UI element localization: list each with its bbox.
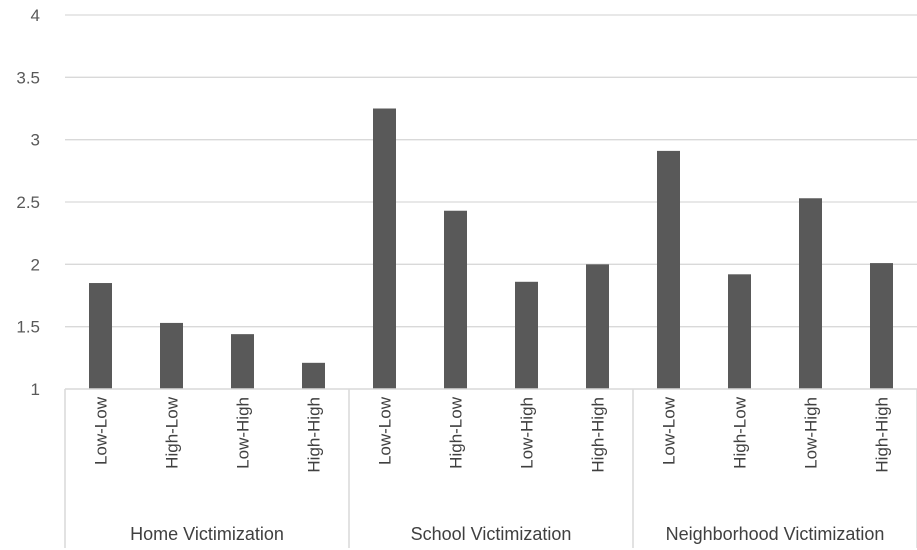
y-tick-label: 1.5: [16, 318, 40, 337]
x-category-label: Low-High: [802, 397, 821, 469]
y-tick-label: 1: [31, 380, 40, 399]
gridlines: [65, 14, 917, 328]
bar: [799, 198, 822, 389]
bar: [586, 264, 609, 389]
bar: [89, 283, 112, 389]
y-tick-label: 2.5: [16, 193, 40, 212]
bar: [373, 108, 396, 389]
y-tick-label: 3: [31, 131, 40, 150]
y-tick-label: 3.5: [16, 68, 40, 87]
x-category-label: High-High: [873, 397, 892, 473]
bar: [657, 150, 680, 389]
y-tick-label: 2: [31, 255, 40, 274]
y-axis: 1 1.5 2 2.5 3 3.5 4: [16, 6, 40, 399]
x-category-label: Low-Low: [376, 396, 395, 465]
bar: [444, 210, 467, 389]
x-category-label: High-Low: [731, 396, 750, 469]
x-axis: Low-Low High-Low Low-High High-High Home Vic…: [64, 388, 917, 548]
x-group-label: School Victimization: [411, 524, 572, 544]
x-category-label: High-High: [589, 397, 608, 473]
x-category-label: High-Low: [163, 396, 182, 469]
bar: [870, 263, 893, 389]
x-category-label: Low-High: [234, 397, 253, 469]
bar: [160, 322, 183, 389]
x-category-label: Low-Low: [660, 396, 679, 465]
bars: [89, 108, 893, 389]
bar: [231, 334, 254, 389]
x-category-label: High-High: [305, 397, 324, 473]
bar: [728, 274, 751, 389]
x-group-label: Home Victimization: [130, 524, 284, 544]
bar: [302, 362, 325, 389]
x-category-label: Low-High: [518, 397, 537, 469]
x-category-label: High-Low: [447, 396, 466, 469]
x-category-label: Low-Low: [92, 396, 111, 465]
bar: [515, 281, 538, 389]
y-tick-label: 4: [31, 6, 40, 25]
x-group-label: Neighborhood Victimization: [666, 524, 885, 544]
